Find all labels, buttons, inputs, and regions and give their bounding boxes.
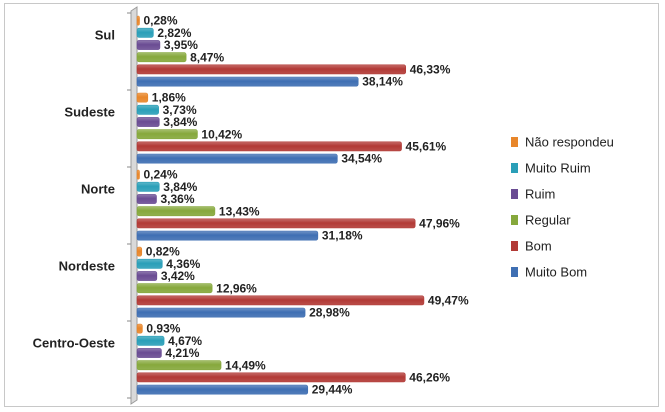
bar-sul-nao-respondeu <box>136 15 140 26</box>
legend-label-muito-bom: Muito Bom <box>525 265 587 280</box>
bar-centro-oeste-muito-ruim <box>136 335 165 346</box>
legend-swatch-muito-ruim <box>511 163 518 173</box>
category-label-sul: Sul <box>95 28 115 43</box>
bar-sudeste-ruim <box>136 117 160 127</box>
bar-norte-muito-ruim <box>136 181 160 192</box>
value-label-centro-oeste-nao-respondeu: 0,93% <box>146 322 180 336</box>
value-label-sul-muito-ruim: 2,82% <box>157 26 191 40</box>
bar-centro-oeste-muito-bom <box>136 384 309 395</box>
legend-swatch-nao-respondeu <box>511 137 518 147</box>
value-label-centro-oeste-muito-bom: 29,44% <box>312 383 353 397</box>
value-label-norte-ruim: 3,36% <box>160 192 194 206</box>
value-label-sul-ruim: 3,95% <box>164 38 198 52</box>
value-label-sudeste-nao-respondeu: 1,86% <box>152 91 186 105</box>
value-label-nordeste-regular: 12,96% <box>216 281 257 295</box>
value-label-centro-oeste-muito-ruim: 4,67% <box>168 334 202 348</box>
value-label-sudeste-bom: 45,61% <box>406 140 447 154</box>
value-label-centro-oeste-regular: 14,49% <box>225 358 266 372</box>
bar-nordeste-muito-ruim <box>136 258 163 269</box>
bar-sul-muito-ruim <box>136 27 154 38</box>
bar-norte-regular <box>136 206 216 217</box>
value-label-sudeste-regular: 10,42% <box>201 127 242 141</box>
value-label-sudeste-muito-ruim: 3,73% <box>163 103 197 117</box>
chart-bars: 0,28%2,82%3,95%8,47% 46,33% 38,14% 1,86%3,7… <box>136 14 469 397</box>
bar-sudeste-regular <box>136 129 198 140</box>
legend-label-bom: Bom <box>525 239 552 254</box>
value-label-nordeste-ruim: 3,42% <box>161 269 195 283</box>
legend-swatch-bom <box>511 241 518 251</box>
bar-norte-nao-respondeu <box>136 169 140 180</box>
category-label-centro-oeste: Centro-Oeste <box>33 336 115 351</box>
bar-sudeste-muito-ruim <box>136 104 159 115</box>
bar-norte-muito-bom <box>136 230 319 241</box>
bar-nordeste-ruim <box>136 271 158 281</box>
value-label-nordeste-muito-ruim: 4,36% <box>166 257 200 271</box>
value-label-sul-regular: 8,47% <box>190 50 224 64</box>
bar-nordeste-muito-bom <box>136 307 306 318</box>
legend-label-regular: Regular <box>525 213 571 228</box>
legend-swatch-ruim <box>511 189 518 199</box>
bar-sul-bom <box>136 64 407 75</box>
bar-sul-muito-bom <box>136 76 359 87</box>
value-label-sudeste-ruim: 3,84% <box>163 115 197 129</box>
chart-axis <box>127 6 138 405</box>
y-axis-wall <box>130 6 138 405</box>
value-label-nordeste-nao-respondeu: 0,82% <box>146 245 180 259</box>
legend-swatch-muito-bom <box>511 267 518 277</box>
value-label-norte-muito-bom: 31,18% <box>322 229 363 243</box>
bar-nordeste-nao-respondeu <box>136 246 143 257</box>
category-label-sudeste: Sudeste <box>64 105 115 120</box>
value-label-sul-muito-bom: 38,14% <box>362 75 403 89</box>
value-label-norte-regular: 13,43% <box>219 204 260 218</box>
bar-norte-bom <box>136 218 416 229</box>
category-label-norte: Norte <box>81 182 115 197</box>
bar-sudeste-bom <box>136 141 402 152</box>
value-label-nordeste-muito-bom: 28,98% <box>309 306 350 320</box>
value-label-sudeste-muito-bom: 34,54% <box>341 152 382 166</box>
bar-sudeste-nao-respondeu <box>136 92 149 103</box>
bar-centro-oeste-bom <box>136 372 406 383</box>
chart-legend: Não respondeu Muito Ruim Ruim Regular Bom Mui… <box>511 135 614 280</box>
value-label-norte-nao-respondeu: 0,24% <box>144 168 178 182</box>
value-label-sul-nao-respondeu: 0,28% <box>144 14 178 28</box>
value-label-nordeste-bom: 49,47% <box>428 294 469 308</box>
bar-centro-oeste-ruim <box>136 348 162 358</box>
bar-centro-oeste-nao-respondeu <box>136 323 143 334</box>
value-label-centro-oeste-ruim: 4,21% <box>165 346 199 360</box>
value-label-centro-oeste-bom: 46,26% <box>409 371 450 385</box>
bar-norte-ruim <box>136 194 157 204</box>
legend-label-nao-respondeu: Não respondeu <box>525 135 614 150</box>
bar-sul-ruim <box>136 40 161 50</box>
bar-sudeste-muito-bom <box>136 153 338 164</box>
legend-label-muito-ruim: Muito Ruim <box>525 161 591 176</box>
value-label-norte-muito-ruim: 3,84% <box>163 180 197 194</box>
bar-sul-regular <box>136 52 187 63</box>
bar-nordeste-regular <box>136 283 213 294</box>
bar-centro-oeste-regular <box>136 360 222 371</box>
value-label-norte-bom: 47,96% <box>419 217 460 231</box>
bar-nordeste-bom <box>136 295 425 306</box>
category-label-nordeste: Nordeste <box>59 259 115 274</box>
legend-label-ruim: Ruim <box>525 187 555 202</box>
value-label-sul-bom: 46,33% <box>410 63 451 77</box>
legend-swatch-regular <box>511 215 518 225</box>
category-labels: Sul Sudeste Norte Nordeste Centro-Oeste <box>33 28 115 351</box>
